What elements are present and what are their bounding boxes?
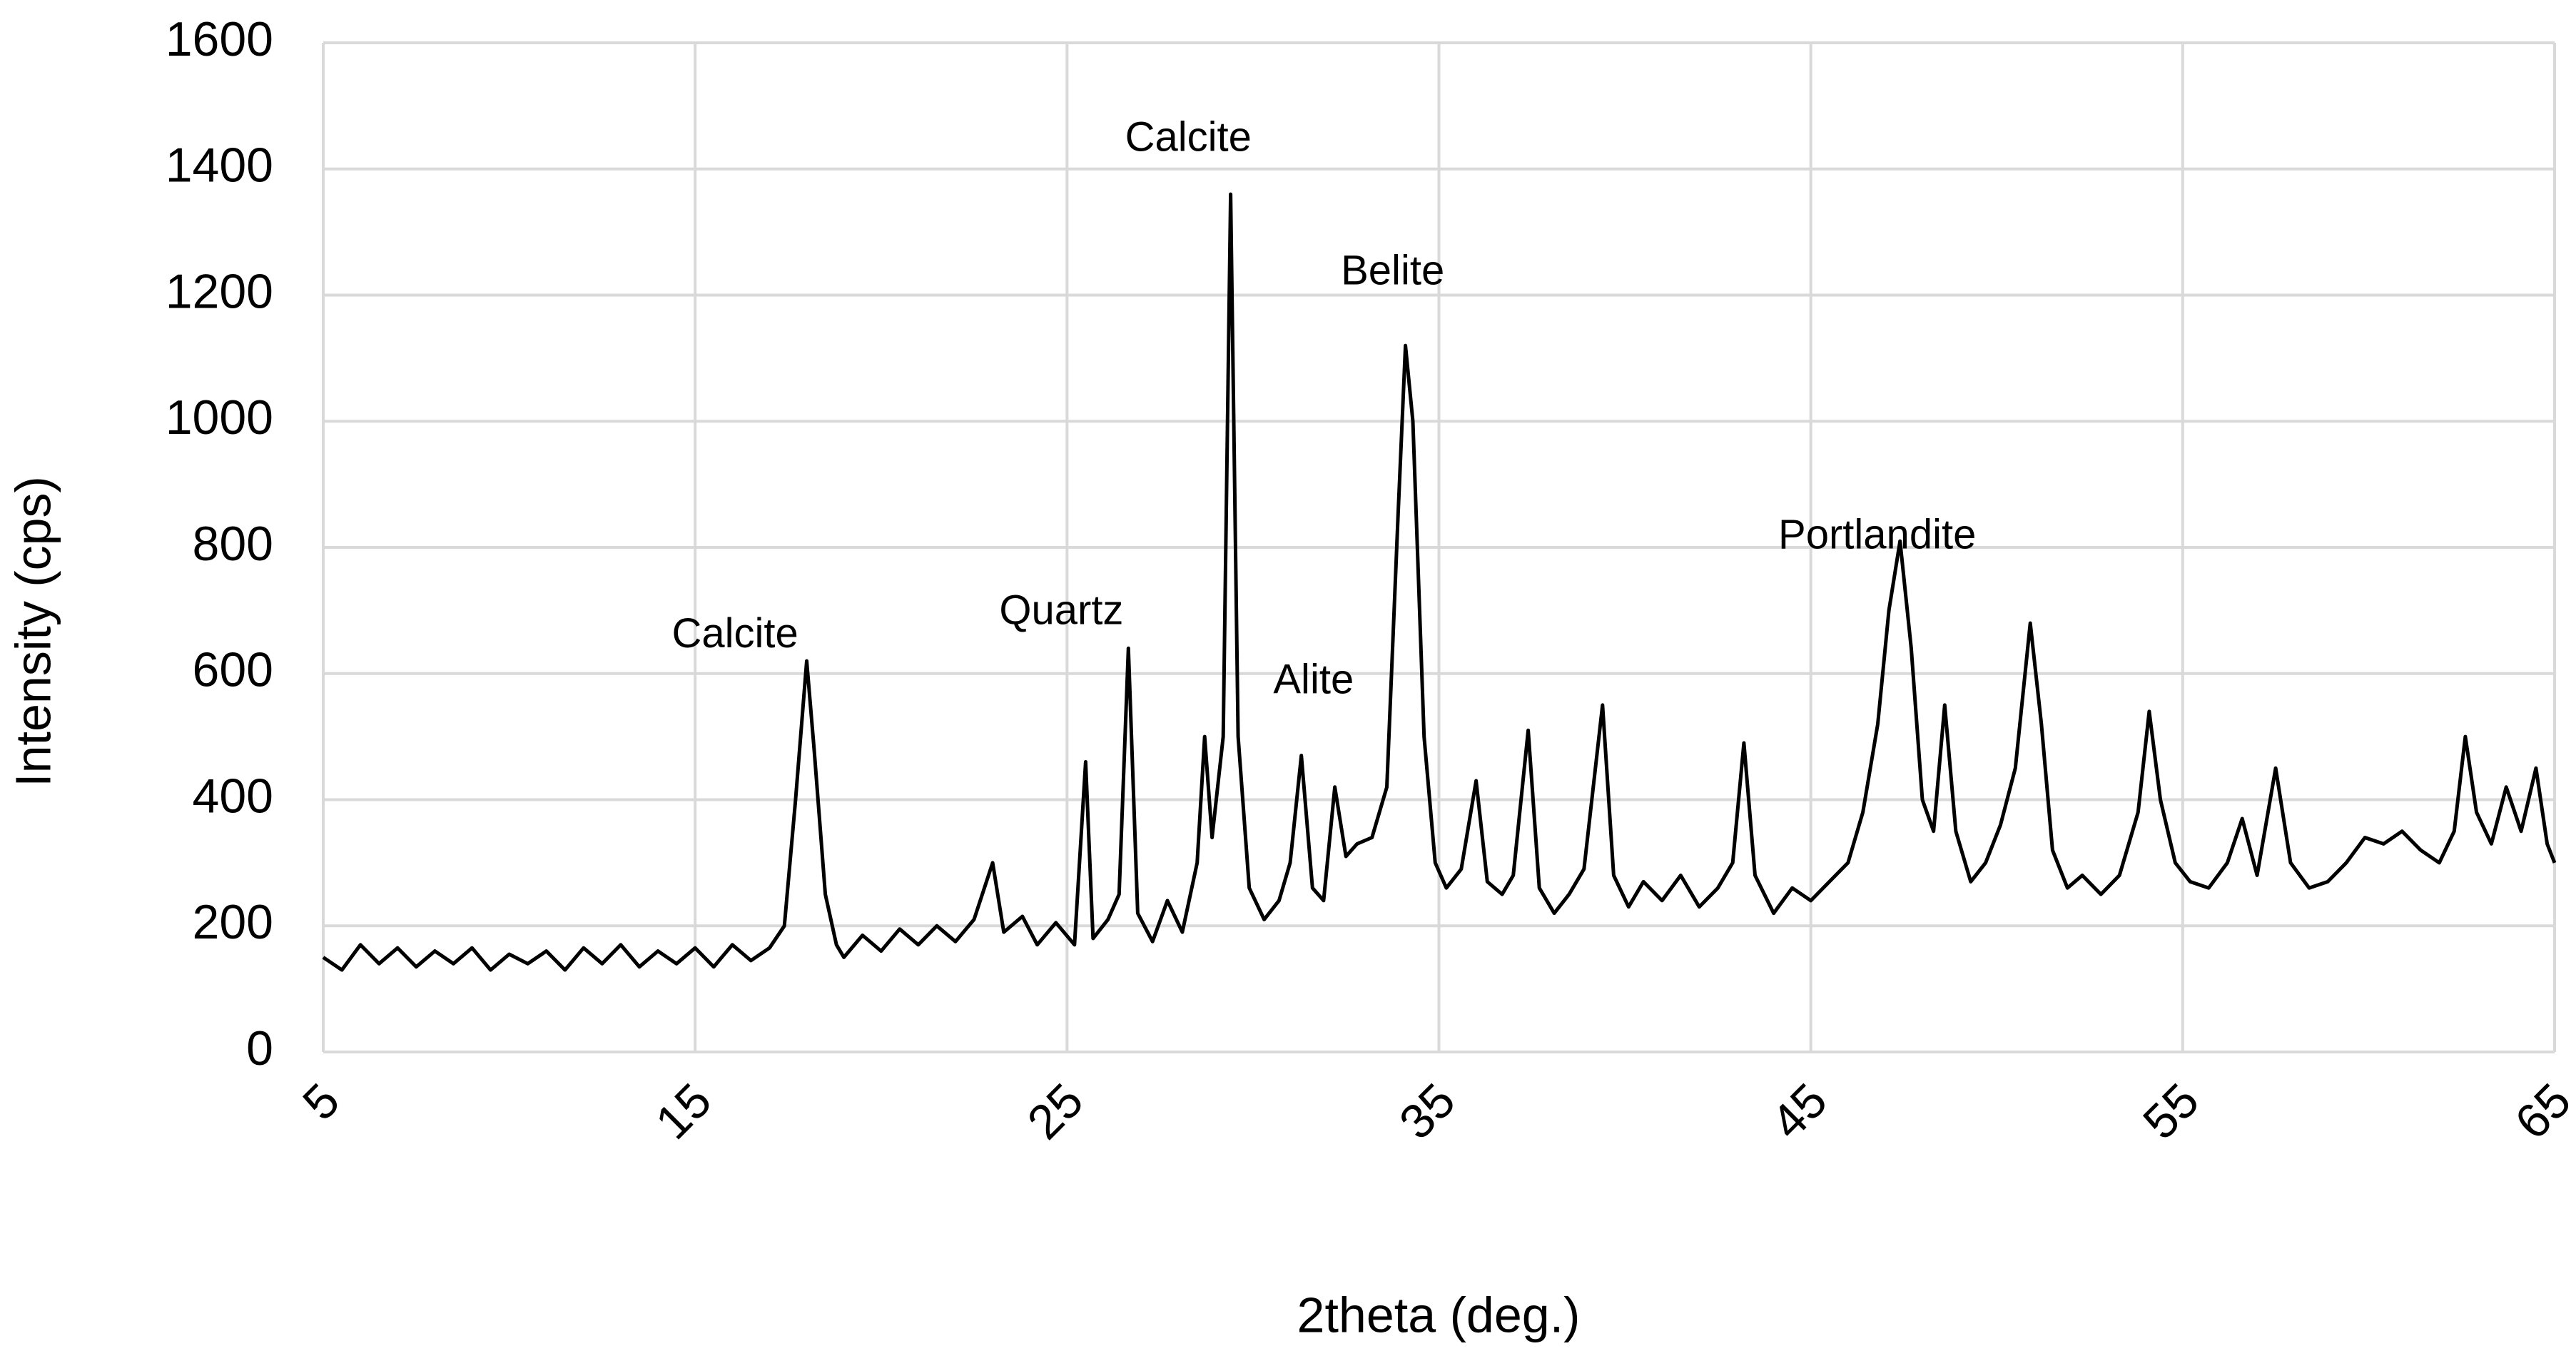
peak-label: Alite [1273,657,1354,703]
x-axis-title: 2theta (deg.) [1297,1287,1581,1342]
x-tick-label: 45 [1761,1073,1837,1150]
peak-label: Portlandite [1778,511,1976,557]
y-axis-title: Intensity (cps) [5,476,61,787]
y-tick-label: 1200 [166,264,273,318]
y-tick-label: 400 [193,769,273,823]
y-tick-label: 1600 [166,12,273,66]
y-tick-label: 1000 [166,390,273,445]
x-tick-label: 55 [2133,1073,2209,1150]
x-tick-label: 65 [2505,1073,2576,1150]
x-tick-label: 35 [1389,1073,1466,1150]
data-line [322,192,2557,972]
x-tick-label: 25 [1017,1073,1093,1150]
peak-label: Calcite [671,610,798,657]
y-tick-label: 1400 [166,138,273,193]
peak-label: Calcite [1125,114,1252,161]
y-tick-label: 200 [193,895,273,949]
x-tick-label: 15 [645,1073,721,1150]
peak-label: Quartz [999,587,1123,634]
y-tick-label: 600 [193,643,273,697]
y-tick-label: 0 [246,1021,273,1076]
y-tick-label: 800 [193,517,273,571]
x-tick-label: 5 [293,1073,350,1130]
peak-label: Belite [1341,248,1444,294]
